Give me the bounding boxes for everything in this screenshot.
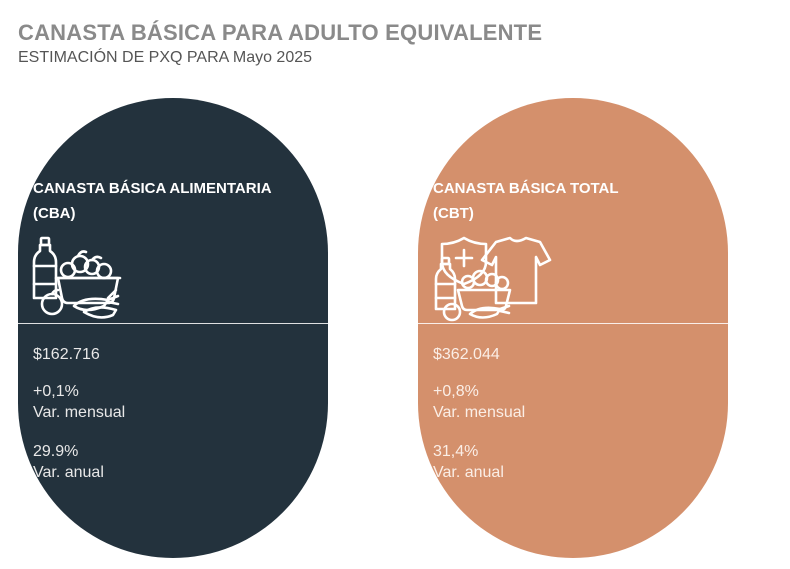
cbt-card: CANASTA BÁSICA TOTAL (CBT)	[418, 98, 728, 558]
cbt-title-line1: CANASTA BÁSICA TOTAL	[433, 176, 619, 201]
cba-card: CANASTA BÁSICA ALIMENTARIA (CBA)	[18, 98, 328, 558]
page-subtitle: ESTIMACIÓN DE PXQ PARA Mayo 2025	[18, 49, 312, 67]
cba-monthly-change: +0,1%	[33, 383, 79, 401]
grocery-health-clothing-icon	[430, 234, 560, 329]
cba-divider	[18, 323, 328, 324]
cba-value: $162.716	[33, 346, 100, 364]
cbt-annual-change: 31,4%	[433, 443, 478, 461]
cbt-value: $362.044	[433, 346, 500, 364]
cbt-card-title: CANASTA BÁSICA TOTAL (CBT)	[433, 176, 619, 226]
cbt-title-line2: (CBT)	[433, 201, 619, 226]
cba-annual-label: Var. anual	[33, 464, 104, 482]
cba-card-title: CANASTA BÁSICA ALIMENTARIA (CBA)	[33, 176, 272, 226]
cba-monthly-label: Var. mensual	[33, 404, 125, 422]
cbt-monthly-label: Var. mensual	[433, 404, 525, 422]
page-title: CANASTA BÁSICA PARA ADULTO EQUIVALENTE	[18, 20, 542, 46]
grocery-basket-icon	[30, 234, 130, 324]
cba-title-line2: (CBA)	[33, 201, 272, 226]
cbt-divider	[418, 323, 728, 324]
cbt-annual-label: Var. anual	[433, 464, 504, 482]
cbt-monthly-change: +0,8%	[433, 383, 479, 401]
cba-annual-change: 29.9%	[33, 443, 78, 461]
cba-title-line1: CANASTA BÁSICA ALIMENTARIA	[33, 176, 272, 201]
